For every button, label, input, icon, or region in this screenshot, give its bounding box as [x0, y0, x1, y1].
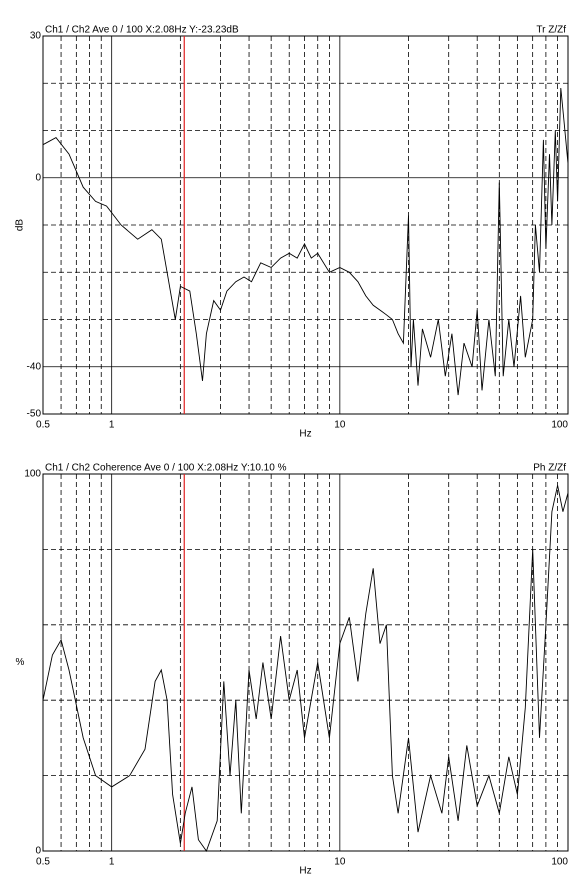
y-tick-label: 0: [35, 846, 41, 857]
x-tick-label: 1: [109, 857, 115, 868]
data-line: [42, 87, 569, 396]
x-tick-label: 100: [551, 857, 568, 868]
x-tick-label: 1: [109, 420, 115, 431]
y-axis-label: dB: [15, 219, 26, 232]
data-line: [42, 485, 569, 852]
mode-label: Tr Z/Zf: [536, 25, 566, 36]
x-tick-label: 10: [334, 857, 346, 868]
chart-title: Ch1 / Ch2 Coherence Ave 0 / 100 X:2.08Hz…: [45, 463, 287, 474]
x-tick-label: 100: [551, 420, 568, 431]
x-axis-label: Hz: [299, 866, 311, 877]
y-tick-label: -40: [27, 361, 42, 372]
x-tick-label: 0.5: [36, 420, 50, 431]
y-axis-label: %: [16, 657, 25, 668]
mode-label: Ph Z/Zf: [533, 463, 566, 474]
x-axis-label: Hz: [299, 429, 311, 440]
x-tick-label: 0.5: [36, 857, 50, 868]
plot-frame: [42, 473, 569, 852]
chart-title: Ch1 / Ch2 Ave 0 / 100 X:2.08Hz Y:-23.23d…: [45, 25, 239, 36]
plot-frame: [42, 35, 569, 415]
y-tick-label: -50: [27, 409, 42, 420]
x-tick-label: 10: [334, 420, 346, 431]
y-tick-label: 0: [35, 172, 41, 183]
y-tick-label: 30: [30, 31, 42, 42]
y-tick-label: 100: [24, 469, 41, 480]
